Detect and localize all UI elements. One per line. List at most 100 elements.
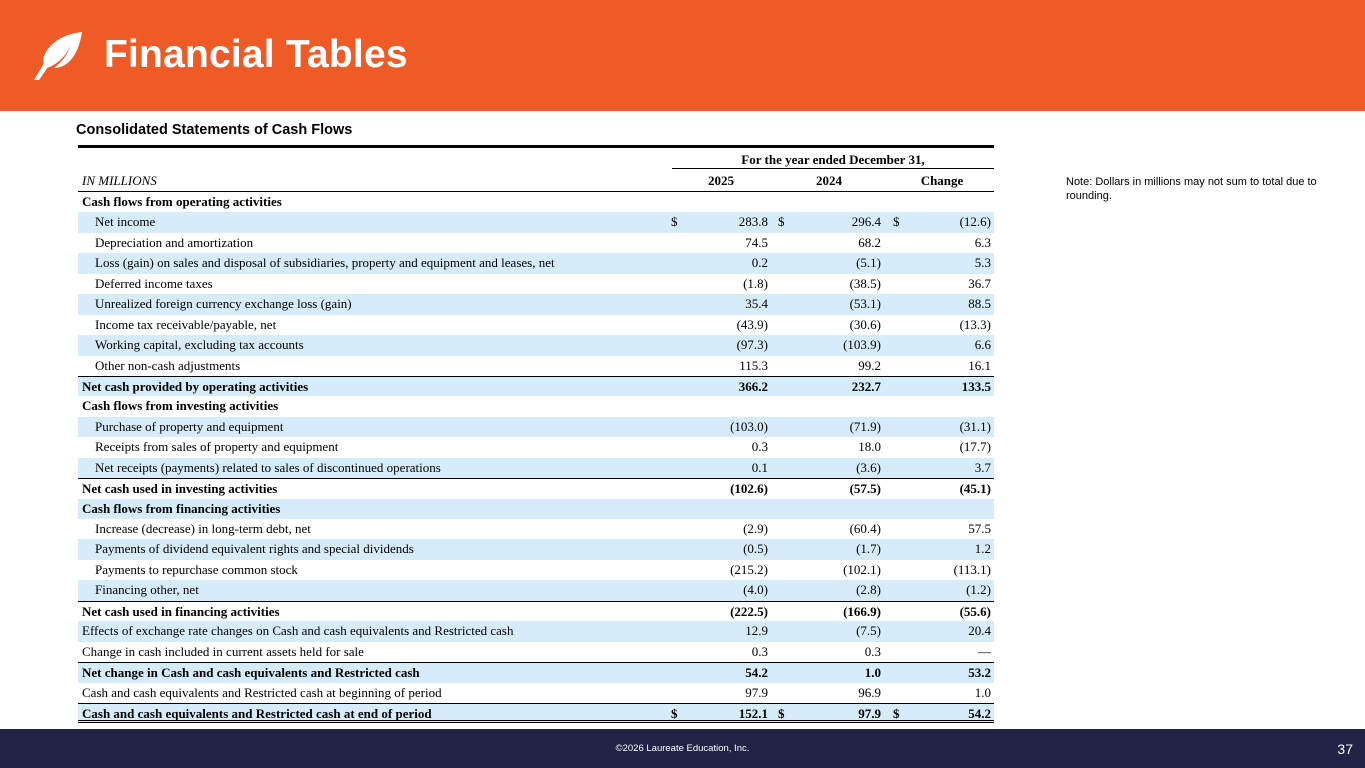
row-label: Payments of dividend equivalent rights a… [95,541,414,557]
cell-change: — [978,643,991,659]
row-label: Net receipts (payments) related to sales… [95,459,441,475]
table-row: Purchase of property and equipment (103.0… [78,416,994,438]
row-label: Net cash provided by operating activitie… [82,378,309,394]
table-column-header: IN MILLIONS 2025 2024 Change [78,169,994,192]
cell-change: 1.0 [974,684,991,700]
cell-2024: (30.6) [849,316,881,332]
cell-2025: (215.2) [730,561,768,577]
cell-2025: (4.0) [743,582,768,598]
cell-2024: 96.9 [858,684,881,700]
cell-change: (12.6) [959,214,991,230]
cell-2025: (1.8) [743,275,768,291]
row-label: Increase (decrease) in long-term debt, n… [95,521,311,536]
row-label: Purchase of property and equipment [95,418,284,434]
cell-2024: 18.0 [858,439,881,455]
currency-symbol: $ [671,214,678,230]
cell-change: (31.1) [959,418,991,434]
units-label: IN MILLIONS [82,173,157,188]
cell-2024: (71.9) [849,418,881,434]
cell-change: 36.7 [968,275,991,291]
column-header-2025: 2025 [708,173,734,188]
cell-2024: (7.5) [856,623,881,639]
table-row: Depreciation and amortization 74.5 68.2 6.3 [78,233,994,253]
cell-2024: (1.7) [856,541,881,557]
row-label: Receipts from sales of property and equi… [95,439,339,455]
cash-flow-table: For the year ended December 31, IN MILLI… [78,145,994,724]
row-label: Other non-cash adjustments [95,357,241,373]
table-row: Change in cash included in current asset… [78,642,994,662]
cell-change: 133.5 [961,378,991,394]
cell-2024: 1.0 [864,665,881,681]
row-label: Cash and cash equivalents and Restricted… [82,684,442,700]
row-label: Unrealized foreign currency exchange los… [95,296,352,312]
cell-2024: (57.5) [849,481,881,497]
table-row: Cash flows from investing activities [78,396,994,416]
row-label: Depreciation and amortization [95,234,254,250]
cell-2025: 35.4 [745,296,768,312]
column-header-2024: 2024 [816,173,842,188]
period-label: For the year ended December 31, [741,152,925,167]
cell-change: (17.7) [959,439,991,455]
currency-symbol: $ [671,705,678,721]
cell-change: 54.2 [968,705,991,721]
row-label: Net change in Cash and cash equivalents … [82,665,420,681]
table-row: Receipts from sales of property and equi… [78,437,994,457]
table-row: Cash and cash equivalents and Restricted… [78,702,994,724]
cell-change: 1.2 [974,541,991,557]
currency-symbol: $ [893,214,900,230]
row-label: Payments to repurchase common stock [95,561,298,577]
cell-2024: 97.9 [858,705,881,721]
cell-change: (13.3) [959,316,991,332]
cell-2025: 0.3 [751,643,768,659]
table-row: Other non-cash adjustments 115.3 99.2 16.1 [78,356,994,376]
currency-symbol: $ [893,705,900,721]
cell-2024: (60.4) [849,521,881,536]
cell-change: 57.5 [968,521,991,536]
table-row: Net cash used in financing activities (22… [78,600,994,621]
table-row: Net cash used in investing activities (10… [78,478,994,498]
row-label: Effects of exchange rate changes on Cash… [82,623,514,639]
cell-change: (55.6) [959,603,991,619]
table-body: Cash flows from operating activities Net … [78,192,994,724]
cell-2024: (103.9) [843,337,881,353]
cell-2024: (3.6) [856,459,881,475]
row-label: Net cash used in investing activities [82,481,278,497]
copyright-text: ©2026 Laureate Education, Inc. [615,743,750,754]
cell-change: (113.1) [953,561,991,577]
table-row: Loss (gain) on sales and disposal of sub… [78,253,994,274]
table-row: Effects of exchange rate changes on Cash… [78,621,994,642]
table-row: Net receipts (payments) related to sales… [78,457,994,479]
row-label: Cash flows from operating activities [82,194,282,209]
table-period-header: For the year ended December 31, [78,148,994,169]
table-row: Deferred income taxes (1.8) (38.5) 36.7 [78,274,994,294]
row-label: Financing other, net [95,582,199,598]
table-row: Cash flows from operating activities [78,192,994,212]
cell-2025: 54.2 [745,665,768,681]
cell-2025: 283.8 [738,214,768,230]
page-number: 37 [1337,741,1353,757]
cell-2025: 0.3 [751,439,768,455]
section-title: Consolidated Statements of Cash Flows [76,122,353,138]
leaf-icon [34,32,82,80]
period-rule [672,168,994,169]
row-label: Working capital, excluding tax accounts [95,337,304,353]
cell-2024: 232.7 [851,378,881,394]
cell-2024: 0.3 [864,643,881,659]
row-label: Deferred income taxes [95,275,213,291]
currency-symbol: $ [778,214,785,230]
table-row: Cash flows from financing activities [78,498,994,519]
cell-change: 5.3 [974,255,991,271]
cell-2025: 74.5 [745,234,768,250]
cell-change: (45.1) [959,481,991,497]
page-title: Financial Tables [104,33,408,76]
cell-change: 6.3 [974,234,991,250]
cell-2024: (53.1) [849,296,881,312]
cell-change: 6.6 [974,337,991,353]
cell-2025: (43.9) [736,316,768,332]
table-row: Working capital, excluding tax accounts (… [78,335,994,356]
row-label: Cash flows from investing activities [82,398,279,414]
cell-2025: (222.5) [730,603,768,619]
cell-2025: 12.9 [745,623,768,639]
cell-2025: (97.3) [736,337,768,353]
row-label: Cash flows from financing activities [82,500,281,516]
